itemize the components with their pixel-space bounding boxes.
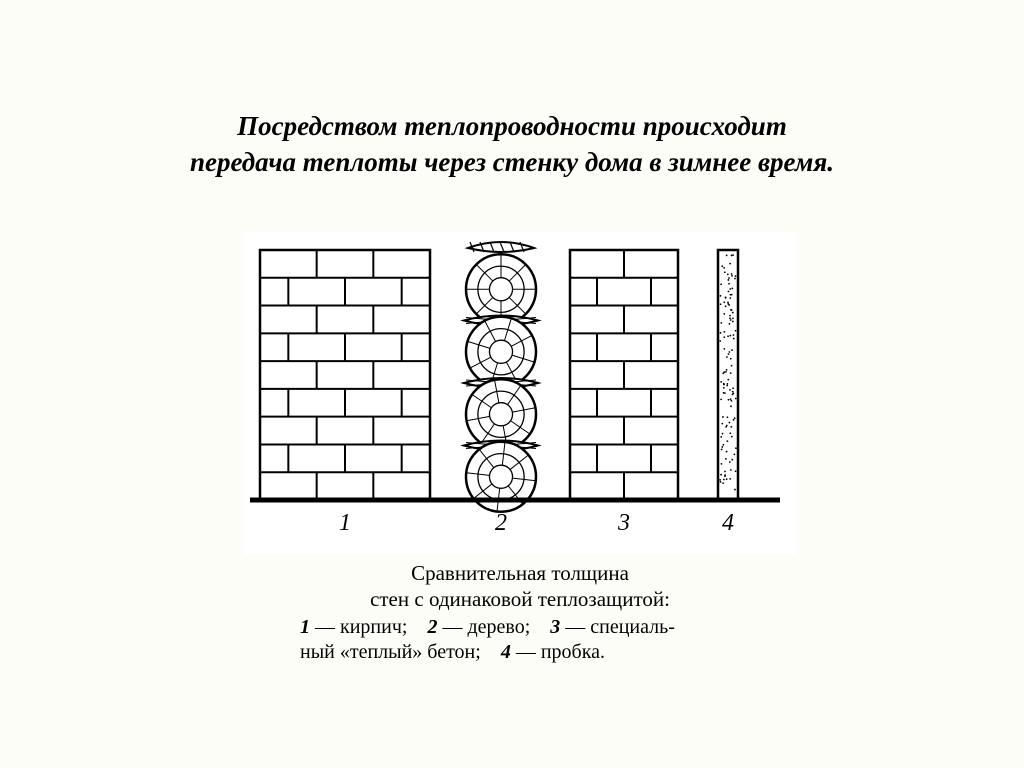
- page-title: Посредством теплопроводности происходит …: [60, 108, 964, 181]
- legend-num-1: 1: [300, 616, 310, 638]
- legend-text-4: пробка.: [541, 641, 605, 663]
- legend-num-2: 2: [427, 616, 437, 638]
- legend-text-2: дерево;: [467, 616, 530, 638]
- title-line-1: Посредством теплопроводности происходит: [237, 111, 787, 141]
- svg-text:2: 2: [495, 510, 507, 536]
- legend-num-4: 4: [501, 641, 511, 663]
- svg-text:3: 3: [617, 510, 630, 536]
- caption-line-1: Сравнительная толщина: [300, 560, 740, 586]
- title-line-2: передача теплоты через стенку дома в зим…: [190, 147, 834, 177]
- caption-line-2: стен с одинаковой теплозащитой:: [300, 586, 740, 612]
- legend-text-3: специаль-: [590, 616, 675, 638]
- wall-diagram: 1 2 3 4: [240, 228, 800, 558]
- legend-cont: ный «теплый» бетон;: [300, 641, 481, 663]
- caption-legend: 1 — кирпич; 2 — дерево; 3 — специаль- ны…: [300, 615, 740, 665]
- legend-num-3: 3: [550, 616, 560, 638]
- diagram-caption: Сравнительная толщина стен с одинаковой …: [300, 560, 740, 665]
- svg-text:1: 1: [339, 510, 351, 536]
- svg-text:4: 4: [722, 510, 734, 536]
- legend-text-1: кирпич;: [340, 616, 407, 638]
